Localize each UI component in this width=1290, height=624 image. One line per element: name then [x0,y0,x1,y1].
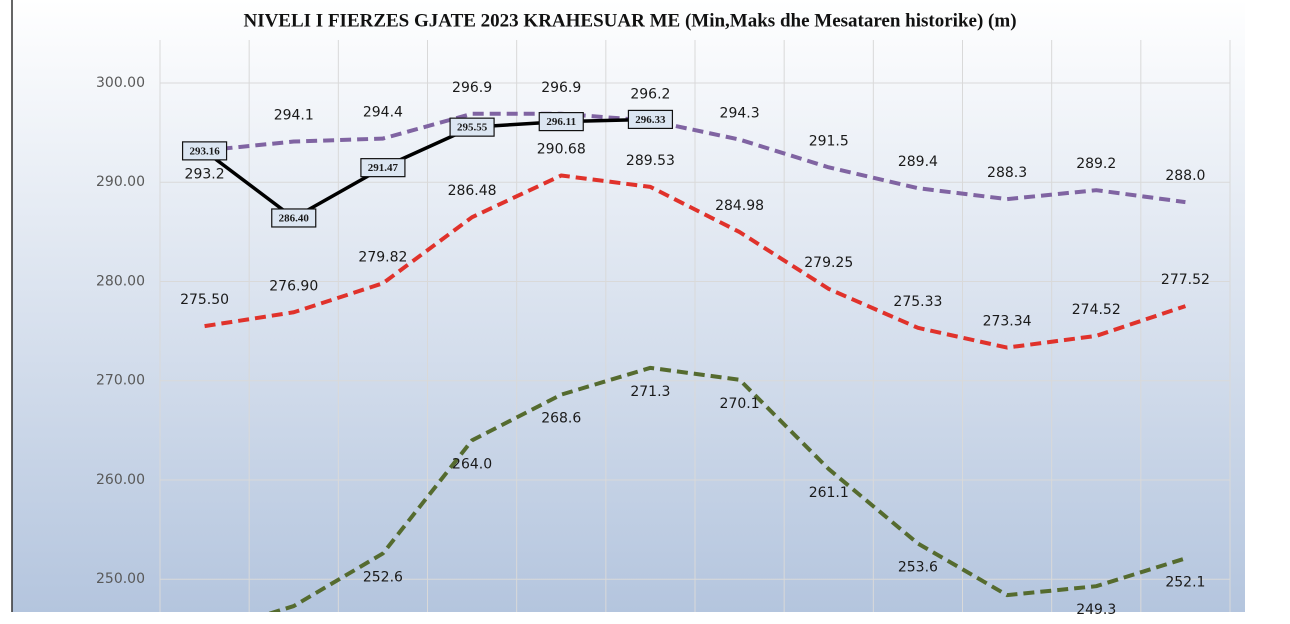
data-label: 275.33 [893,294,942,310]
data-label: 270.1 [720,396,760,412]
data-label: 279.25 [804,255,853,271]
data-label: 296.2 [630,87,670,103]
data-label: 268.6 [541,411,581,427]
data-label: 290.68 [537,141,586,157]
data-label: 293.16 [189,145,220,157]
data-label: 252.6 [363,569,403,585]
label-box [627,109,674,130]
boxed-label: 286.40 [271,208,317,228]
grid: 250.00 260.00 270.00 280.00 290.00 300.00 [96,40,1231,612]
data-label: 274.52 [1072,302,1121,318]
data-label: 295.55 [457,122,488,134]
data-label: 249.3 [1076,602,1116,618]
data-label: 261.1 [809,485,849,501]
data-label: 288.0 [1165,168,1205,184]
chart-title: NIVELI I FIERZES GJATE 2023 KRAHESUAR ME… [243,10,1016,31]
label-box [449,117,495,137]
data-label: 279.82 [358,249,407,265]
series-line [204,111,1186,205]
data-label: 275.50 [180,292,229,308]
data-label: 296.11 [546,116,576,128]
series-line [204,173,1187,350]
data-label: 294.4 [363,105,403,121]
data-label: 296.9 [452,80,492,96]
series-line [267,365,1187,612]
label-box [181,141,228,161]
boxed-label: 295.55 [449,117,495,137]
label-box [538,111,584,132]
y-tick-label: 270.00 [96,373,145,389]
label-box [271,208,317,228]
boxed-label: 296.33 [627,109,674,130]
data-label: 277.52 [1161,272,1210,288]
data-label: 294.1 [274,108,314,124]
data-labels: 293.2 294.1 294.4 296.9 296.9 296.2 294.3 291.5… [180,80,1210,618]
data-label: 276.90 [269,278,318,294]
boxed-label: 293.16 [181,141,228,161]
data-label: 289.4 [898,154,938,170]
y-tick-label: 250.00 [96,571,145,587]
data-label: 296.33 [635,114,666,126]
data-label: 288.3 [987,165,1027,181]
data-label: 289.53 [626,153,675,169]
data-label: 271.3 [630,384,670,400]
data-label: 294.3 [720,106,760,122]
boxed-label: 291.47 [360,158,406,178]
y-tick-label: 280.00 [96,273,145,289]
data-label: 252.1 [1165,574,1205,590]
y-tick-label: 300.00 [96,75,145,91]
y-tick-label: 290.00 [96,174,145,190]
data-label: 253.6 [898,560,938,576]
data-label: 289.2 [1076,156,1116,172]
data-label: 291.47 [368,162,399,174]
data-label: 293.2 [185,166,225,182]
data-label: 264.0 [452,456,492,472]
data-label: 296.9 [541,80,581,96]
data-label: 286.40 [279,213,310,225]
chart-background [12,0,1245,612]
boxed-label: 296.11 [538,111,584,132]
data-label: 291.5 [809,133,849,149]
data-label: 286.48 [448,183,497,199]
data-label: 273.34 [983,314,1032,330]
label-box [360,158,406,178]
y-tick-label: 260.00 [96,472,145,488]
data-label: 284.98 [715,198,764,214]
